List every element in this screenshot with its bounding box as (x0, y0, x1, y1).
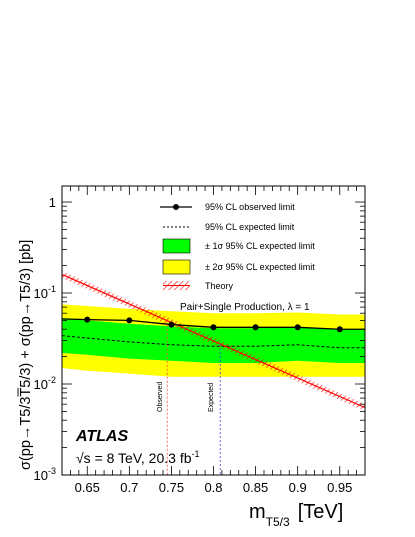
x-axis-label: mT5/3 [TeV] (249, 501, 343, 529)
legend-1sigma-swatch (162, 238, 191, 254)
expected-limit-tag: Expected (208, 383, 215, 412)
y-tick-label: 10-2 (34, 375, 56, 392)
x-tick-label: 0.7 (120, 480, 138, 495)
y-tick-label: 10-1 (34, 284, 56, 301)
x-tick-label: 0.65 (75, 480, 100, 495)
x-tick-label: 0.75 (159, 480, 184, 495)
observed-point (168, 321, 175, 328)
observed-point (294, 324, 301, 331)
legend-observed-label: 95% CL observed limit (205, 202, 295, 212)
x-axis-label-main: m (249, 501, 266, 523)
y-tick-label: 1 (49, 195, 56, 210)
y-tick-base: 1 (49, 195, 56, 210)
y-tick-base: 10 (34, 468, 48, 483)
y-tick-exponent: -1 (48, 284, 56, 294)
observed-point (126, 317, 133, 324)
x-tick-label: 0.9 (289, 480, 307, 495)
expected-limit-line (62, 335, 365, 349)
legend-expected-label: 95% CL expected limit (205, 222, 295, 232)
y-tick-base: 10 (34, 377, 48, 392)
x-axis-label-unit: [TeV] (298, 501, 344, 523)
y-tick-exponent: -2 (48, 375, 56, 385)
legend-theory-label: Theory (205, 281, 234, 291)
x-tick-label: 0.95 (327, 480, 352, 495)
y-tick-base: 10 (34, 286, 48, 301)
theory-line (62, 273, 365, 409)
observed-point (336, 326, 343, 333)
plot-area (62, 270, 365, 475)
x-tick-label: 0.8 (204, 480, 222, 495)
observed-point (84, 316, 91, 323)
x-tick-label: 0.85 (243, 480, 268, 495)
legend: 95% CL observed limit 95% CL expected li… (160, 202, 315, 291)
legend-2sigma-label: ± 2σ 95% CL expected limit (205, 262, 315, 272)
energy-exponent: -1 (192, 449, 200, 459)
atlas-label: ATLAS (75, 428, 128, 445)
legend-1sigma-label: ± 1σ 95% CL expected limit (205, 241, 315, 251)
observed-limit-tag: Observed (157, 382, 164, 412)
energy-text: √s = 8 TeV, 20.3 fb (76, 450, 192, 466)
x-axis-label-sub: T5/3 (266, 515, 290, 529)
energy-label: √s = 8 TeV, 20.3 fb-1 (76, 449, 200, 466)
y-axis-label: σ(pp→T5/3T̅5/3) + σ(pp→T5/3) [pb] (18, 240, 34, 470)
y-tick-label: 10-3 (34, 466, 56, 483)
legend-observed-marker (173, 204, 179, 210)
y-tick-exponent: -3 (48, 466, 56, 476)
observed-point (210, 324, 217, 331)
observed-point (252, 324, 259, 331)
legend-2sigma-swatch (162, 259, 191, 275)
production-annotation: Pair+Single Production, λ = 1 (180, 302, 310, 313)
